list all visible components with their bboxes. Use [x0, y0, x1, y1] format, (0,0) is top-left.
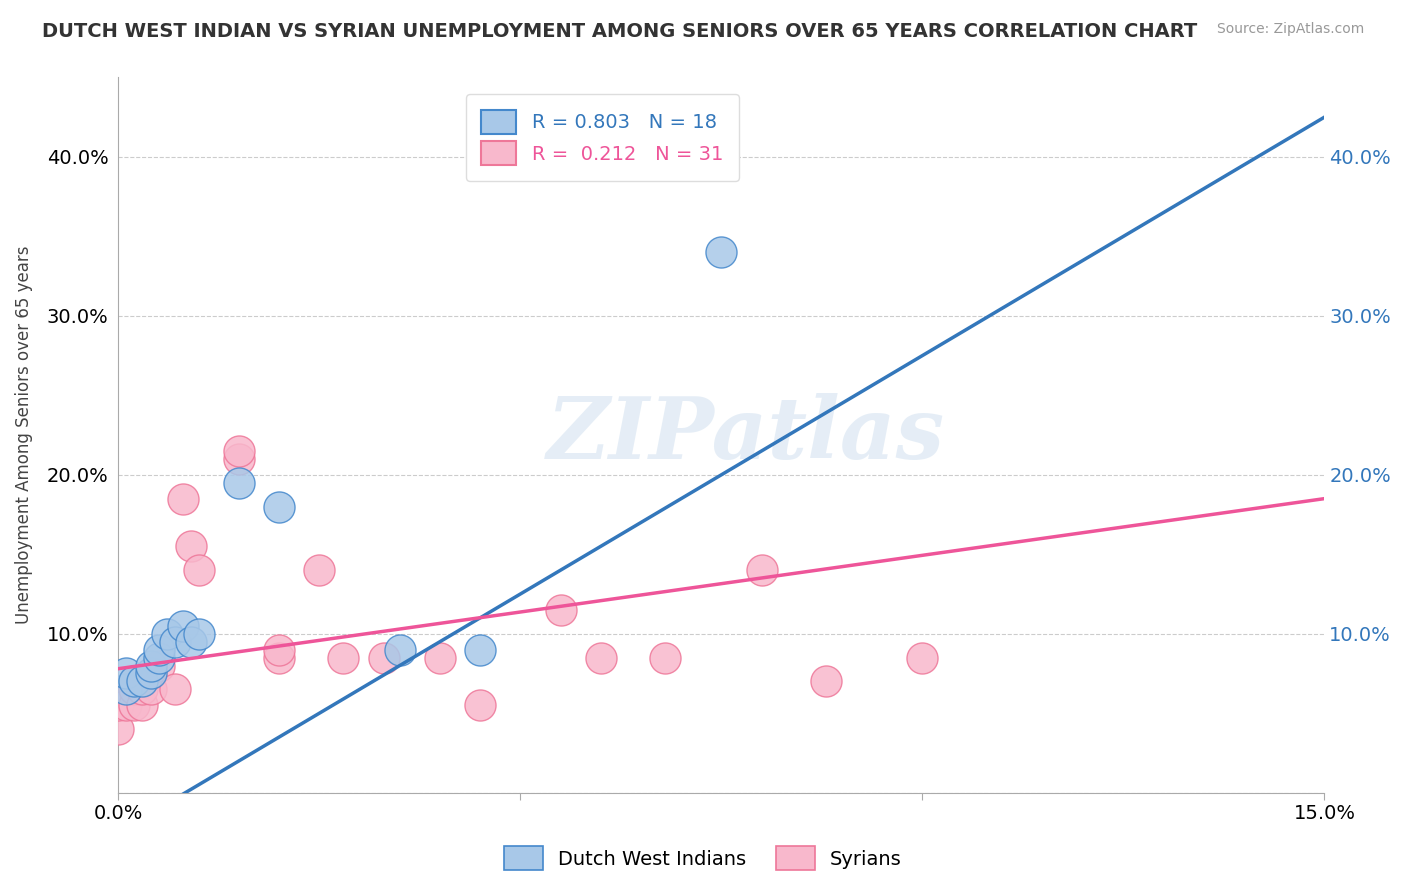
- Point: [710, 245, 733, 260]
- Point: [332, 650, 354, 665]
- Text: Source: ZipAtlas.com: Source: ZipAtlas.com: [1216, 22, 1364, 37]
- Point: [139, 682, 162, 697]
- Point: [470, 642, 492, 657]
- Point: [269, 650, 291, 665]
- Point: [155, 626, 177, 640]
- Point: [148, 642, 170, 657]
- Point: [228, 451, 250, 466]
- Text: DUTCH WEST INDIAN VS SYRIAN UNEMPLOYMENT AMONG SENIORS OVER 65 YEARS CORRELATION: DUTCH WEST INDIAN VS SYRIAN UNEMPLOYMENT…: [42, 22, 1198, 41]
- Point: [148, 650, 170, 665]
- Point: [814, 674, 837, 689]
- Point: [269, 500, 291, 514]
- Y-axis label: Unemployment Among Seniors over 65 years: Unemployment Among Seniors over 65 years: [15, 246, 32, 624]
- Point: [429, 650, 451, 665]
- Point: [751, 563, 773, 577]
- Point: [172, 619, 194, 633]
- Point: [228, 444, 250, 458]
- Point: [115, 682, 138, 697]
- Point: [124, 682, 146, 697]
- Point: [172, 491, 194, 506]
- Point: [115, 698, 138, 713]
- Point: [124, 698, 146, 713]
- Point: [139, 666, 162, 681]
- Point: [187, 626, 209, 640]
- Point: [180, 539, 202, 553]
- Point: [388, 642, 411, 657]
- Point: [124, 674, 146, 689]
- Point: [107, 722, 129, 736]
- Point: [139, 666, 162, 681]
- Point: [269, 642, 291, 657]
- Point: [163, 634, 186, 648]
- Text: ZIPatlas: ZIPatlas: [547, 393, 945, 477]
- Point: [228, 475, 250, 490]
- Point: [550, 603, 572, 617]
- Point: [308, 563, 330, 577]
- Point: [187, 563, 209, 577]
- Point: [139, 658, 162, 673]
- Point: [131, 698, 153, 713]
- Point: [115, 666, 138, 681]
- Point: [470, 698, 492, 713]
- Point: [654, 650, 676, 665]
- Point: [373, 650, 395, 665]
- Point: [163, 682, 186, 697]
- Point: [911, 650, 934, 665]
- Point: [131, 674, 153, 689]
- Legend: R = 0.803   N = 18, R =  0.212   N = 31: R = 0.803 N = 18, R = 0.212 N = 31: [465, 95, 738, 181]
- Point: [131, 682, 153, 697]
- Point: [180, 634, 202, 648]
- Point: [107, 698, 129, 713]
- Legend: Dutch West Indians, Syrians: Dutch West Indians, Syrians: [496, 838, 910, 878]
- Point: [148, 658, 170, 673]
- Point: [131, 674, 153, 689]
- Point: [124, 674, 146, 689]
- Point: [589, 650, 612, 665]
